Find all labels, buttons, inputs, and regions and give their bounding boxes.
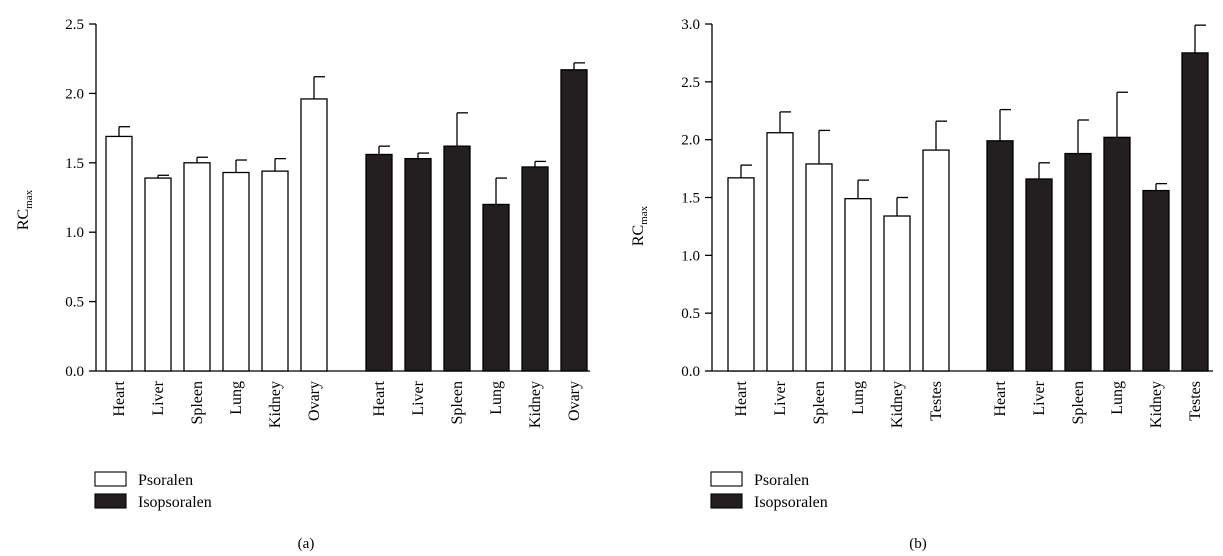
- x-tick-label: Kidney: [889, 381, 906, 428]
- y-axis-label-main: RC: [15, 209, 32, 230]
- y-tick-label: 1.5: [65, 156, 84, 172]
- chart-panel-a: 0.0 0.5 1.0 1.5 2.0 2.5 RCmax Heart Liver Spleen L…: [15, 17, 590, 552]
- x-tick-label: Liver: [150, 380, 167, 415]
- bar-isopsoralen-spleen: [1064, 152, 1092, 372]
- legend-swatch-psoralen: [94, 471, 127, 487]
- bar-isopsoralen-liver: [404, 157, 432, 372]
- x-tick-label: Ovary: [566, 381, 583, 421]
- bar-isopsoralen-heart: [365, 153, 393, 372]
- legend-swatch-isopsoralen: [94, 493, 127, 509]
- x-tick-label: Liver: [1031, 380, 1048, 415]
- bar-psoralen-ovary: [300, 98, 328, 372]
- y-axis-label: RCmax: [630, 205, 650, 246]
- bar-isopsoralen-liver: [1025, 178, 1053, 372]
- x-tick-label: Spleen: [1070, 381, 1087, 425]
- y-tick-label: 1.0: [65, 225, 84, 241]
- x-tick-label: Lung: [850, 381, 867, 415]
- bar-psoralen-lung: [222, 171, 250, 372]
- y-tick-label: 0.0: [65, 364, 84, 380]
- legend-swatch-psoralen: [710, 471, 743, 487]
- bar-psoralen-heart: [727, 177, 755, 372]
- legend-label-psoralen: Psoralen: [754, 472, 809, 489]
- bar-isopsoralen-kidney: [1142, 189, 1170, 372]
- bar-psoralen-spleen: [183, 162, 211, 372]
- legend-label-isopsoralen: Isopsoralen: [138, 494, 212, 511]
- y-tick-label: 2.5: [65, 17, 84, 33]
- bar-isopsoralen-ovary: [560, 69, 588, 372]
- x-tick-label: Ovary: [306, 381, 323, 421]
- y-tick-label: 2.0: [681, 133, 700, 149]
- bar-isopsoralen-heart: [986, 140, 1014, 372]
- x-tick-label: Lung: [488, 381, 505, 415]
- x-tick-label: Heart: [733, 380, 750, 416]
- legend-label-isopsoralen: Isopsoralen: [754, 494, 828, 511]
- y-tick-label: 2.5: [681, 75, 700, 91]
- x-tick-label: Heart: [371, 380, 388, 416]
- y-axis-label-subscript: max: [23, 189, 35, 208]
- x-tick-label: Kidney: [1148, 381, 1165, 428]
- legend-swatch-isopsoralen: [710, 493, 743, 509]
- x-tick-label: Kidney: [267, 381, 284, 428]
- x-tick-label: Testes: [928, 381, 945, 421]
- x-tick-label: Liver: [410, 380, 427, 415]
- x-tick-label: Spleen: [811, 381, 828, 425]
- x-tick-label: Kidney: [527, 381, 544, 428]
- bar-psoralen-kidney: [261, 170, 289, 372]
- y-axis-label-subscript: max: [638, 205, 650, 224]
- x-tick-label: Heart: [111, 380, 128, 416]
- x-tick-label: Lung: [228, 381, 245, 415]
- bar-isopsoralen-lung: [482, 203, 510, 372]
- chart-panel-b: 0.0 0.5 1.0 1.5 2.0 2.5 3.0 RCmax Heart Liver Sple…: [630, 17, 1213, 552]
- x-tick-label: Spleen: [189, 381, 206, 425]
- y-tick-label: 3.0: [681, 17, 700, 33]
- legend-label-psoralen: Psoralen: [138, 472, 193, 489]
- y-tick-label: 0.0: [681, 364, 700, 380]
- bar-isopsoralen-lung: [1103, 136, 1131, 372]
- bar-isopsoralen-spleen: [443, 145, 471, 372]
- y-axis-label: RCmax: [15, 189, 35, 230]
- panel-label: (b): [909, 536, 927, 552]
- y-tick-label: 1.0: [681, 248, 700, 264]
- bar-psoralen-liver: [144, 177, 172, 372]
- x-tick-label: Spleen: [449, 381, 466, 425]
- bar-psoralen-liver: [766, 132, 794, 372]
- y-tick-label: 2.0: [65, 86, 84, 102]
- y-tick-label: 0.5: [681, 306, 700, 322]
- bar-psoralen-testes: [922, 149, 950, 372]
- bar-isopsoralen-kidney: [521, 166, 549, 372]
- bar-psoralen-kidney: [883, 215, 911, 372]
- x-tick-label: Heart: [992, 380, 1009, 416]
- y-tick-label: 0.5: [65, 295, 84, 311]
- bar-psoralen-spleen: [805, 163, 833, 372]
- y-axis-label-main: RC: [630, 225, 647, 246]
- bar-psoralen-lung: [844, 198, 872, 372]
- bar-isopsoralen-testes: [1181, 52, 1209, 372]
- x-tick-label: Testes: [1187, 381, 1204, 421]
- bar-psoralen-heart: [105, 135, 133, 372]
- panel-label: (a): [298, 536, 315, 552]
- x-tick-label: Liver: [772, 380, 789, 415]
- x-tick-label: Lung: [1109, 381, 1126, 415]
- y-tick-label: 1.5: [681, 191, 700, 207]
